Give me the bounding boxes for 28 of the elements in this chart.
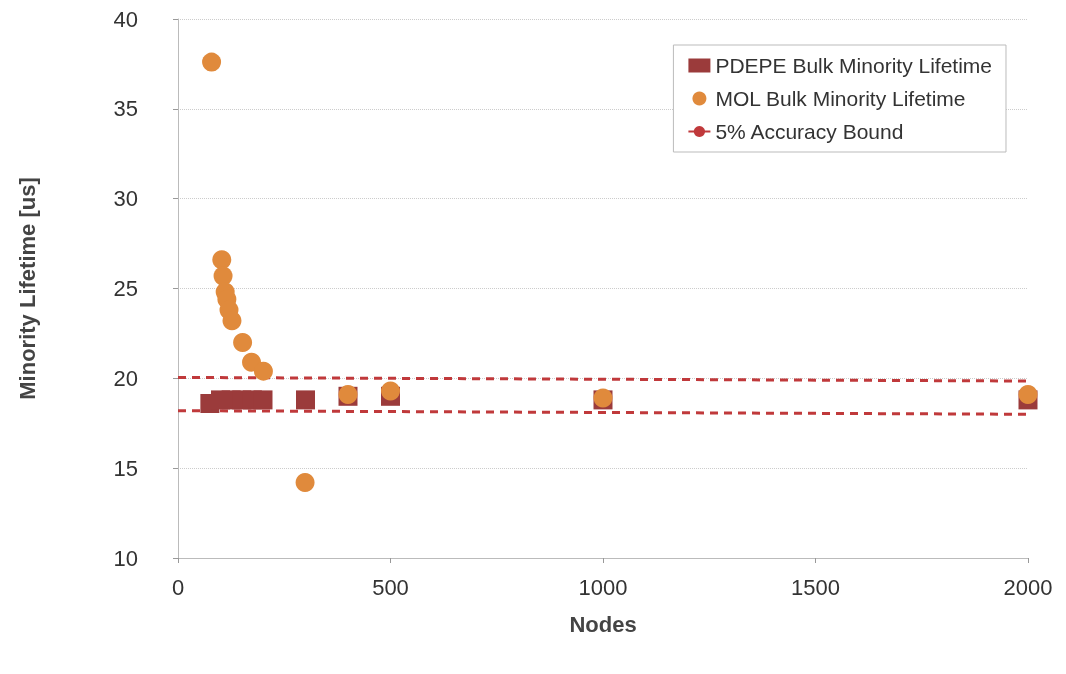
point — [253, 361, 273, 381]
x-axis-title: Nodes — [569, 611, 637, 637]
point — [212, 250, 232, 270]
y-tick-label: 30 — [113, 186, 138, 212]
x-tick-label: 1000 — [578, 574, 628, 600]
x-tick-label: 500 — [372, 574, 409, 600]
y-axis-title: Minority Lifetime [us] — [14, 177, 40, 400]
y-tick-label: 20 — [113, 365, 138, 391]
y-tick-label: 25 — [113, 276, 138, 301]
y-tick-label: 10 — [113, 545, 138, 571]
point — [296, 390, 315, 410]
x-tick-label: 2000 — [1003, 574, 1053, 600]
legend-label: 5% Accuracy Bound — [715, 120, 904, 143]
point — [233, 332, 253, 352]
y-tick-label: 15 — [113, 455, 138, 481]
y-tick-label: 40 — [113, 6, 138, 32]
y-tick-label: 35 — [113, 96, 138, 122]
x-tick-label: 1500 — [791, 574, 840, 600]
point — [253, 390, 273, 410]
point — [295, 473, 315, 493]
point — [202, 52, 222, 72]
point — [381, 381, 400, 401]
x-tick-label: 0 — [171, 574, 185, 600]
legend-label: PDEPE Bulk Minority Lifetime — [715, 54, 992, 77]
point — [222, 311, 242, 331]
legend-label: MOL Bulk Minority Lifetime — [715, 87, 966, 110]
point — [213, 266, 233, 286]
point — [1018, 385, 1038, 404]
